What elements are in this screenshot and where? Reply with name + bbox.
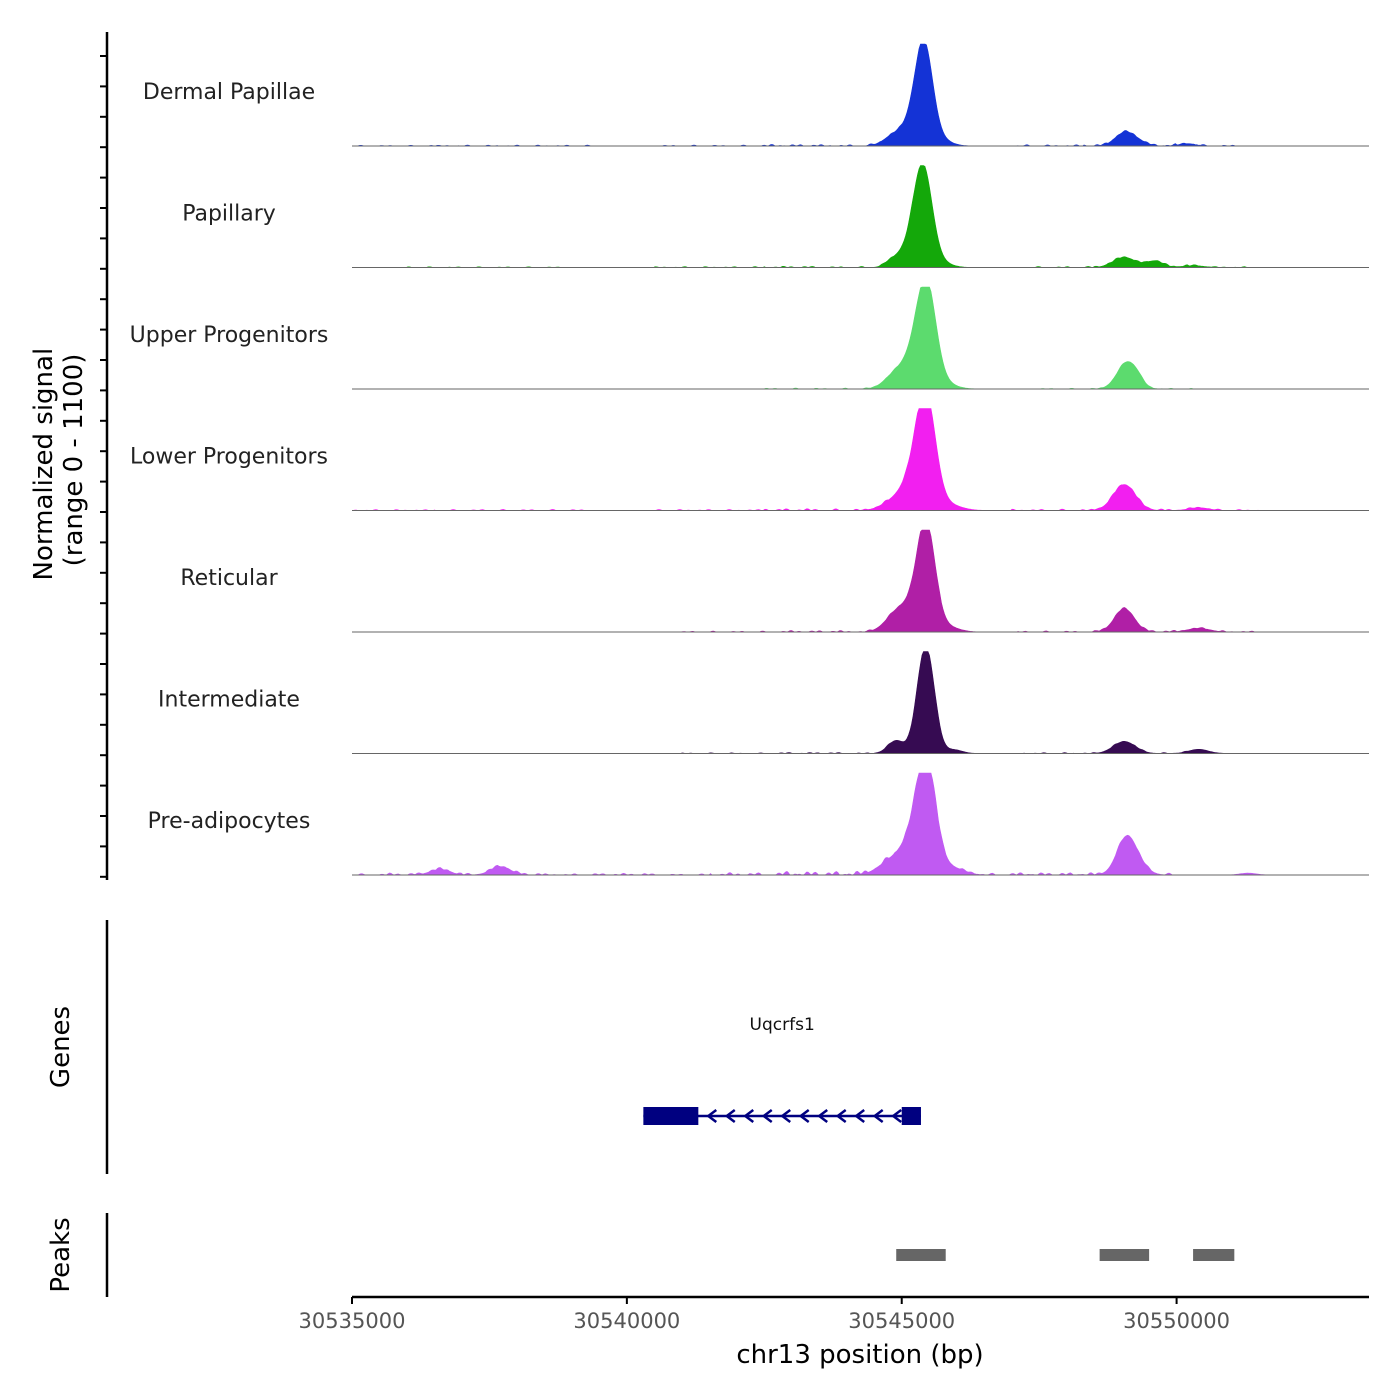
track-intermediate: Intermediate (158, 651, 1369, 754)
track-label-pre-adipocytes: Pre-adipocytes (148, 809, 311, 834)
strand-arrow (872, 1109, 884, 1123)
track-dermal-papillae: Dermal Papillae (143, 43, 1369, 147)
x-axis-ticks: 30535000 30540000 30545000 30550000 (299, 1297, 1230, 1333)
track-label-lower-progenitors: Lower Progenitors (130, 445, 328, 470)
gene-exon (901, 1107, 921, 1125)
peaks-axis-title: Peaks (46, 1217, 76, 1292)
peak-region (1193, 1249, 1235, 1261)
gene-label: Uqcrfs1 (750, 1015, 815, 1035)
coverage-area-reticular (352, 529, 1369, 633)
genes-axis-title: Genes (46, 1006, 76, 1088)
strand-arrow (761, 1109, 773, 1123)
x-tick-label: 30535000 (299, 1309, 406, 1333)
track-upper-progenitors: Upper Progenitors (130, 286, 1369, 390)
peak-track (896, 1249, 1235, 1261)
coverage-area-upper-progenitors (352, 286, 1369, 390)
coverage-area-lower-progenitors (351, 408, 1369, 511)
strand-arrow (817, 1109, 828, 1123)
track-label-reticular: Reticular (180, 566, 278, 591)
strand-arrow (798, 1109, 810, 1123)
track-label-dermal-papillae: Dermal Papillae (143, 80, 315, 105)
coverage-area-intermediate (352, 651, 1369, 754)
coverage-area-pre-adipocytes (352, 772, 1369, 876)
gene-exon (643, 1107, 699, 1125)
x-tick-label: 30550000 (1123, 1309, 1230, 1333)
coverage-tracks: Dermal Papillae Papillary Upper Progenitor… (130, 43, 1369, 876)
track-label-papillary: Papillary (182, 202, 276, 227)
strand-arrow (854, 1109, 865, 1123)
x-tick-label: 30545000 (848, 1309, 955, 1333)
coverage-area-papillary (352, 165, 1369, 268)
strand-arrow (780, 1109, 791, 1123)
peak-region (896, 1249, 946, 1261)
track-lower-progenitors: Lower Progenitors (130, 408, 1369, 511)
coverage-y-axis-title: Normalized signal (range 0 - 1100) (29, 340, 89, 581)
track-papillary: Papillary (182, 165, 1369, 268)
track-label-upper-progenitors: Upper Progenitors (130, 323, 329, 348)
strand-arrow (891, 1109, 902, 1123)
coverage-y-axis-title-line1: Normalized signal (29, 348, 59, 581)
strand-arrow (706, 1109, 718, 1123)
coverage-y-axis-title-line2: (range 0 - 1100) (59, 354, 89, 567)
gene-track: Uqcrfs1 (643, 1015, 921, 1125)
coverage-y-ticks (100, 55, 107, 878)
peak-region (1099, 1249, 1150, 1261)
coverage-area-dermal-papillae (352, 43, 1369, 147)
x-axis-title: chr13 position (bp) (736, 1340, 983, 1370)
strand-arrow (724, 1109, 736, 1123)
track-reticular: Reticular (180, 529, 1369, 633)
track-pre-adipocytes: Pre-adipocytes (148, 772, 1369, 876)
track-label-intermediate: Intermediate (158, 688, 300, 713)
strand-arrow (835, 1109, 847, 1123)
strand-arrow (743, 1109, 755, 1123)
x-tick-label: 30540000 (573, 1309, 680, 1333)
